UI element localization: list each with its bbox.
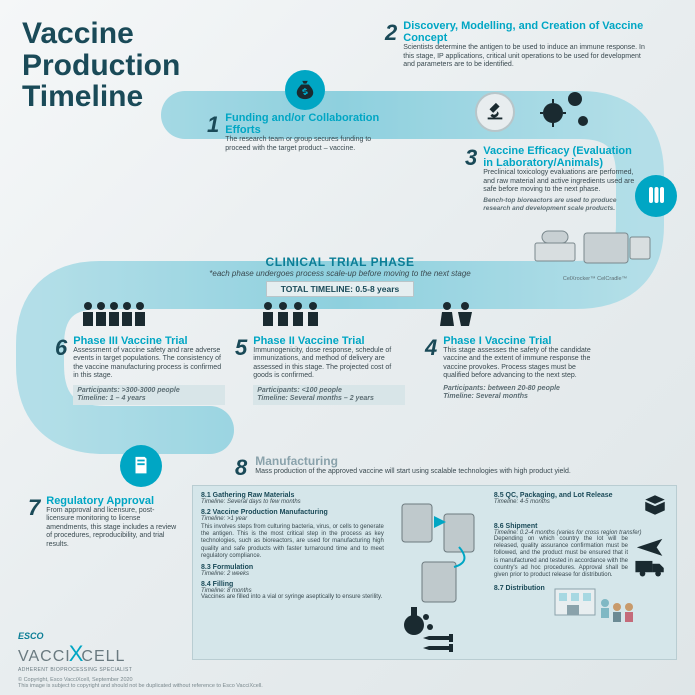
step-7: 7 Regulatory Approval From approval and … — [28, 495, 178, 549]
step-7-title: Regulatory Approval — [46, 495, 178, 507]
logo-tag: ADHERENT BIOPROCESSING SPECIALIST — [18, 667, 132, 673]
step-5-title: Phase II Vaccine Trial — [253, 335, 405, 347]
step-7-body: From approval and licensure, post-licens… — [46, 507, 178, 549]
logo-l1: ESCO — [18, 631, 132, 641]
mfg-8-3-title: 8.3 Formulation — [201, 564, 384, 571]
equipment-caption: CelXrocker™ CelCradle™ — [530, 276, 660, 282]
bioreactor-illustration: CelXrocker™ CelCradle™ — [530, 225, 660, 273]
mfg-8-5-title: 8.5 QC, Packaging, and Lot Release — [494, 492, 636, 499]
people-phase1-icon — [438, 300, 476, 328]
step-4-meta: Participants: between 20-80 people Timel… — [443, 385, 595, 402]
step-3-body: Preclinical toxicology evaluations are p… — [483, 169, 640, 194]
distribution-icon — [551, 585, 641, 627]
mfg-illustration — [394, 492, 484, 653]
mfg-8-5-meta: Timeline: 4-5 months — [494, 499, 636, 505]
step-5-meta: Participants: <100 people Timeline: Seve… — [253, 385, 405, 406]
plane-icon — [634, 536, 668, 556]
box-icon — [642, 492, 668, 518]
mfg-8-3-meta: Timeline: 2 weeks — [201, 571, 384, 577]
truck-icon — [634, 558, 668, 578]
mfg-8-1-meta: Timeline: Several days to few months — [201, 499, 384, 505]
step-1-body: The research team or group secures fundi… — [225, 136, 382, 153]
step-4-title: Phase I Vaccine Trial — [443, 335, 595, 347]
step-3-meta: Bench-top bioreactors are used to produc… — [483, 197, 640, 213]
step-6-title: Phase III Vaccine Trial — [73, 335, 225, 347]
clinical-heading: CLINICAL TRIAL PHASE — [175, 255, 505, 269]
mfg-8-5: 8.5 QC, Packaging, and Lot Release Timel… — [494, 492, 668, 518]
test-tubes-icon — [635, 175, 677, 217]
mfg-8-7: 8.7 Distribution — [494, 585, 668, 627]
mfg-8-3: 8.3 Formulation Timeline: 2 weeks — [201, 564, 384, 577]
step-3: 3 Vaccine Efficacy (Evaluation in Labora… — [465, 145, 640, 213]
clinical-banner: CLINICAL TRIAL PHASE *each phase undergo… — [175, 255, 505, 297]
mfg-8-4-body: Vaccines are filled into a vial or syrin… — [201, 594, 384, 600]
step-2-title: Discovery, Modelling, and Creation of Va… — [403, 20, 645, 44]
step-5-body: Immunogenicity, dose response, schedule … — [253, 347, 405, 381]
virus-icon — [535, 85, 595, 135]
clinical-sub: *each phase undergoes process scale-up b… — [175, 269, 505, 278]
step-1: 1 Funding and/or Collaboration Efforts T… — [207, 112, 382, 153]
step-8-body: Mass production of the approved vaccine … — [255, 468, 571, 476]
approval-icon — [120, 445, 162, 487]
mfg-8-7-title: 8.7 Distribution — [494, 585, 545, 592]
step-6-meta: Participants: >300-3000 people Timeline:… — [73, 385, 225, 406]
step-6-num: 6 — [55, 335, 67, 405]
people-phase2-icon — [260, 300, 324, 328]
people-phase3-icon — [80, 300, 160, 328]
step-8: 8 Manufacturing Mass production of the a… — [235, 455, 655, 481]
step-2-body: Scientists determine the antigen to be u… — [403, 44, 645, 69]
microscope-icon — [475, 92, 515, 132]
title-line1: Vaccine — [22, 18, 180, 50]
mfg-8-6-title: 8.6 Shipment — [494, 523, 668, 530]
step-3-num: 3 — [465, 145, 477, 213]
mfg-8-4-title: 8.4 Filling — [201, 581, 384, 588]
mfg-8-1-title: 8.1 Gathering Raw Materials — [201, 492, 384, 499]
step-2: 2 Discovery, Modelling, and Creation of … — [385, 20, 645, 69]
clinical-total: TOTAL TIMELINE: 0.5-8 years — [266, 281, 415, 297]
logo-l3: CELL — [81, 648, 125, 666]
mfg-8-2-title: 8.2 Vaccine Production Manufacturing — [201, 509, 384, 516]
step-6-body: Assessment of vaccine safety and rare ad… — [73, 347, 225, 381]
step-5: 5 Phase II Vaccine Trial Immunogenicity,… — [235, 335, 405, 405]
mfg-8-2-body: This involves steps from culturing bacte… — [201, 524, 384, 560]
money-bag-icon — [285, 70, 325, 110]
page-title: Vaccine Production Timeline — [22, 18, 180, 113]
step-7-num: 7 — [28, 495, 40, 549]
logo: ESCO VACCI X CELL ADHERENT BIOPROCESSING… — [18, 631, 132, 673]
mfg-8-2: 8.2 Vaccine Production Manufacturing Tim… — [201, 509, 384, 560]
step-4: 4 Phase I Vaccine Trial This stage asses… — [425, 335, 595, 401]
copyright: © Copyright, Esco VacciXcell, September … — [18, 677, 263, 689]
logo-l2: VACCI — [18, 648, 71, 666]
manufacturing-panel: 8.1 Gathering Raw Materials Timeline: Se… — [192, 485, 677, 660]
mfg-8-6-body: Depending on which country the lot will … — [494, 536, 628, 580]
step-5-num: 5 — [235, 335, 247, 405]
step-6: 6 Phase III Vaccine Trial Assessment of … — [55, 335, 225, 405]
step-8-num: 8 — [235, 455, 247, 481]
step-8-title: Manufacturing — [255, 455, 571, 468]
step-1-num: 1 — [207, 112, 219, 153]
step-4-body: This stage assesses the safety of the ca… — [443, 347, 595, 381]
step-2-num: 2 — [385, 20, 397, 69]
title-line3: Timeline — [22, 81, 180, 113]
mfg-8-4: 8.4 Filling Timeline: 8 months Vaccines … — [201, 581, 384, 600]
step-3-title: Vaccine Efficacy (Evaluation in Laborato… — [483, 145, 640, 169]
mfg-8-2-meta: Timeline: >1 year — [201, 516, 384, 522]
mfg-8-1: 8.1 Gathering Raw Materials Timeline: Se… — [201, 492, 384, 505]
mfg-8-6: 8.6 Shipment Timeline: 0.2-4 months (var… — [494, 523, 668, 580]
title-line2: Production — [22, 50, 180, 82]
step-1-title: Funding and/or Collaboration Efforts — [225, 112, 382, 136]
step-4-num: 4 — [425, 335, 437, 401]
